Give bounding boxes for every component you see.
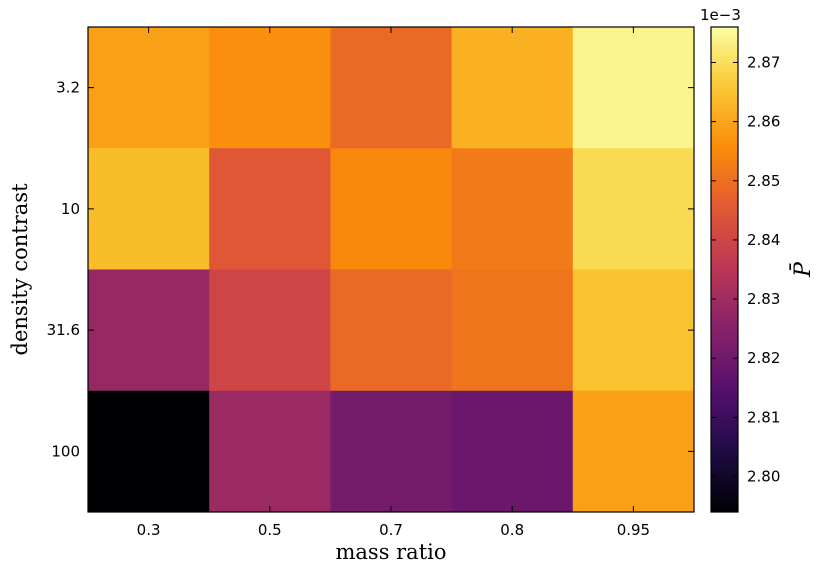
x-tick-label: 0.7 [379, 521, 403, 539]
x-tick-label: 0.8 [500, 521, 524, 539]
heatmap-cells [88, 27, 695, 513]
heatmap-cell [330, 27, 453, 149]
colorbar-tick-label: 2.82 [747, 349, 780, 367]
colorbar-ticks: 2.80 2.81 2.82 2.83 2.84 2.85 2.86 2.87 [711, 53, 780, 486]
heatmap-cell [88, 148, 210, 270]
colorbar-tick-label: 2.84 [747, 231, 780, 249]
colorbar [711, 27, 738, 512]
heatmap-cell [572, 27, 695, 149]
x-tick-label: 0.5 [258, 521, 282, 539]
heatmap-cell [572, 269, 695, 392]
heatmap-cell [451, 390, 574, 513]
heatmap-cell [572, 390, 695, 513]
heatmap-cell [451, 148, 574, 270]
colorbar-offset-text: 1e−3 [700, 6, 741, 24]
colorbar-tick-label: 2.83 [747, 290, 780, 308]
y-tick-label: 3.2 [56, 79, 80, 97]
heatmap-cell [330, 148, 453, 270]
colorbar-tick-label: 2.87 [747, 53, 780, 71]
colorbar-tick-label: 2.86 [747, 113, 780, 131]
y-tick-label: 10 [61, 200, 80, 218]
heatmap-cell [572, 148, 695, 270]
heatmap-cell [88, 269, 210, 392]
x-tick-label: 0.95 [617, 521, 650, 539]
heatmap-cell [88, 27, 210, 149]
heatmap-cell [451, 269, 574, 392]
heatmap-cell [209, 390, 331, 513]
colorbar-tick-label: 2.80 [747, 468, 780, 486]
y-tick-label: 31.6 [47, 321, 80, 339]
y-tick-label: 100 [51, 442, 80, 460]
y-axis-ticks: 3.2 10 31.6 100 [47, 79, 694, 460]
colorbar-tick-label: 2.81 [747, 408, 780, 426]
heatmap-cell [451, 27, 574, 149]
heatmap-cell [88, 390, 210, 513]
colorbar-label: P̄ [789, 261, 816, 278]
colorbar-frame [710, 26, 739, 513]
x-axis-ticks: 0.3 0.5 0.7 0.8 0.95 [137, 27, 650, 539]
heatmap-cell [209, 269, 331, 392]
heatmap-cell [209, 27, 331, 149]
heatmap-cell [330, 390, 453, 513]
colorbar-tick-label: 2.85 [747, 172, 780, 190]
y-axis-label: density contrast [8, 183, 32, 356]
x-tick-label: 0.3 [137, 521, 161, 539]
heatmap-cell [209, 148, 331, 270]
heatmap-cell [330, 269, 453, 392]
x-axis-label: mass ratio [335, 540, 446, 564]
